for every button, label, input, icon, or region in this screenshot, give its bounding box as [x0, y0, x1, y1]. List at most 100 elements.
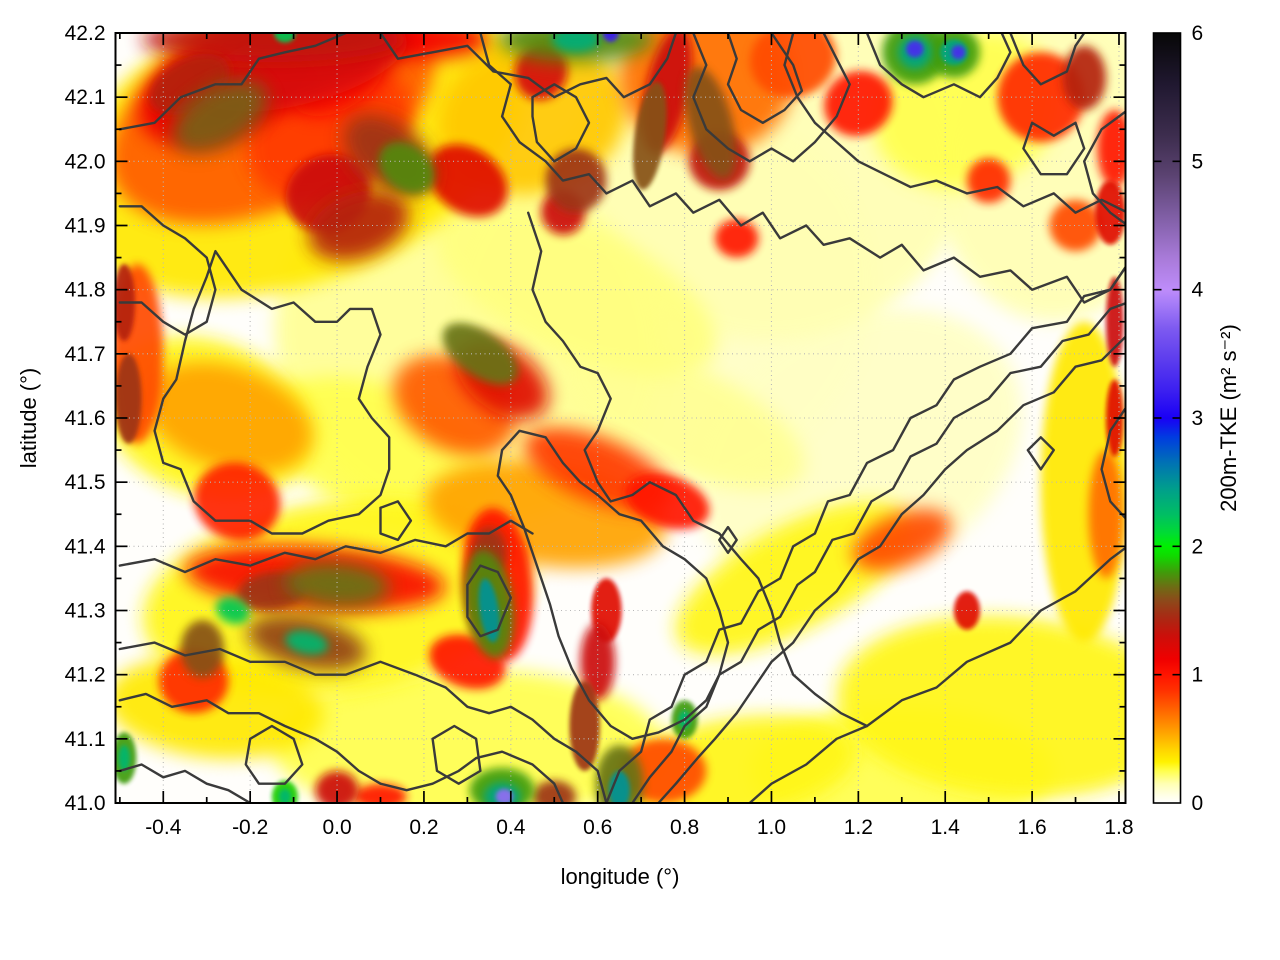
- contour-line: [657, 335, 1126, 803]
- contour-line: [1022, 121, 1086, 176]
- y-tick-label: 41.2: [65, 664, 106, 687]
- x-tick-label: 1.0: [757, 816, 786, 839]
- x-tick-label: 1.8: [1104, 816, 1133, 839]
- tke-field-blob: [824, 70, 893, 137]
- contour-line: [118, 519, 534, 574]
- tke-field-blob: [495, 788, 513, 803]
- x-axis-title: longitude (°): [561, 864, 680, 889]
- tke-field-blob: [115, 353, 142, 444]
- axis-ticks: [115, 32, 1126, 804]
- contour-line: [631, 302, 1126, 803]
- tke-field-blob: [632, 81, 667, 190]
- y-tick-label: 41.3: [65, 600, 106, 623]
- tke-field-blob: [271, 668, 663, 803]
- tke-field-blob: [532, 780, 576, 803]
- contour-line: [118, 33, 347, 131]
- contour-line: [527, 211, 869, 728]
- tke-field-blob: [278, 788, 291, 803]
- tke-field-blob: [951, 45, 966, 60]
- contour-line: [244, 724, 304, 785]
- contour-line: [748, 546, 1126, 803]
- tke-field-blob: [545, 148, 607, 213]
- tke-field-blob: [1097, 110, 1126, 187]
- colorbar-tick-label: 6: [1192, 22, 1204, 45]
- contour-line: [1026, 436, 1055, 471]
- contour-line: [692, 33, 851, 163]
- contour-line: [118, 763, 252, 803]
- tke-field-blob: [180, 620, 225, 678]
- contour-line: [118, 205, 217, 336]
- contour-line: [466, 564, 512, 638]
- tke-field-blob: [580, 623, 616, 701]
- x-tick-label: 1.6: [1018, 816, 1047, 839]
- contour-line: [118, 692, 565, 803]
- tke-field-blob: [852, 509, 952, 571]
- x-tick-labels: -0.4 -0.2 0.0 0.2 0.4 0.6 0.8 1.0 1.2 1.4 1.6 1.8: [145, 816, 1133, 839]
- contour-line: [718, 525, 738, 554]
- tke-field-blob: [906, 40, 924, 58]
- colorbar-title: 200m-TKE (m² s⁻²): [1216, 324, 1241, 512]
- y-axis-title: latitude (°): [16, 368, 41, 469]
- tke-field-blob: [378, 141, 435, 194]
- tke-field-blob: [285, 562, 390, 608]
- y-tick-label: 41.4: [65, 535, 106, 558]
- tke-field-blob: [966, 158, 1011, 204]
- contour-line: [865, 33, 1012, 99]
- contour-line: [431, 724, 482, 785]
- x-tick-label: 0.8: [670, 816, 699, 839]
- tke-field-blob: [274, 33, 296, 43]
- contour-layer: [118, 33, 1126, 803]
- contour-line: [496, 429, 730, 740]
- tke-field-blob: [1062, 45, 1106, 111]
- tke-field-blob: [354, 783, 407, 803]
- y-tick-label: 42.0: [65, 150, 106, 173]
- tke-field-layer: [115, 33, 1126, 803]
- contour-line: [531, 83, 591, 163]
- x-tick-label: 0.6: [583, 816, 612, 839]
- grid-layer: [115, 33, 1126, 803]
- colorbar-tick-label: 1: [1192, 664, 1204, 687]
- x-tick-label: -0.2: [232, 816, 268, 839]
- contour-line: [118, 641, 608, 803]
- colorbar-tick-label: 3: [1192, 407, 1204, 430]
- tke-field-blob: [172, 80, 268, 153]
- tke-field-blob: [552, 33, 600, 53]
- y-tick-label: 41.1: [65, 728, 106, 751]
- contour-line: [1083, 110, 1126, 226]
- colorbar-tick-label: 5: [1192, 150, 1204, 173]
- x-tick-label: -0.4: [145, 816, 182, 839]
- tke-field-blob: [427, 144, 508, 217]
- y-tick-labels: 41.0 41.1 41.2 41.3 41.4 41.5 41.6 41.7 41.8 41.9…: [65, 22, 106, 815]
- tke-field-blob: [1049, 199, 1102, 252]
- colorbar-tick-label: 2: [1192, 535, 1204, 558]
- contour-line: [153, 250, 391, 535]
- colorbar-ticks: [1153, 160, 1181, 676]
- x-tick-label: 0.0: [322, 816, 351, 839]
- colorbar-tick-labels: 0 1 2 3 4 5 6: [1192, 22, 1204, 815]
- x-tick-label: 0.2: [409, 816, 438, 839]
- tke-field-blob: [684, 66, 737, 179]
- contour-line: [783, 33, 1126, 214]
- y-tick-label: 42.1: [65, 86, 106, 109]
- contour-line: [1100, 406, 1126, 521]
- contour-line: [379, 500, 413, 542]
- y-tick-label: 41.6: [65, 407, 106, 430]
- colorbar-tick-label: 4: [1192, 279, 1204, 302]
- y-tick-label: 41.5: [65, 471, 106, 494]
- x-tick-label: 1.4: [931, 816, 961, 839]
- tke-field-blob: [675, 502, 911, 655]
- tke-field-blob: [315, 770, 359, 803]
- tke-field-blob: [837, 615, 1126, 798]
- tke-field-blob: [435, 203, 717, 377]
- contour-line: [605, 265, 1126, 803]
- y-tick-label: 41.8: [65, 279, 106, 302]
- contour-line: [1009, 33, 1086, 86]
- tke-field-blob: [602, 33, 619, 42]
- tke-field-blob: [1088, 450, 1124, 579]
- tke-field-blob: [118, 745, 130, 771]
- tke-field-blob: [285, 630, 329, 655]
- tke-field-blob: [714, 219, 759, 258]
- tke-field-blob: [608, 770, 630, 803]
